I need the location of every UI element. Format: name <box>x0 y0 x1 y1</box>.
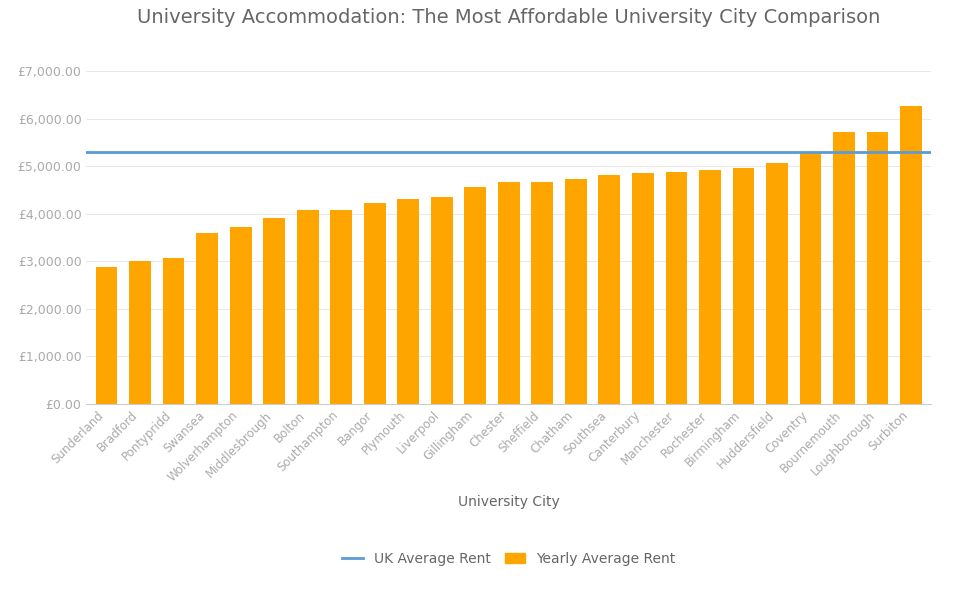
Bar <box>297 210 319 404</box>
Bar <box>330 210 352 404</box>
Bar <box>96 267 117 404</box>
Bar <box>130 261 151 404</box>
Bar <box>564 179 587 404</box>
Bar <box>196 233 218 404</box>
Bar <box>766 163 788 404</box>
Bar <box>229 227 252 404</box>
Bar <box>632 173 654 404</box>
Bar <box>498 182 519 404</box>
Title: University Accommodation: The Most Affordable University City Comparison: University Accommodation: The Most Affor… <box>137 8 880 27</box>
Bar <box>665 172 687 404</box>
Bar <box>364 203 386 404</box>
Bar <box>532 182 553 404</box>
Legend: UK Average Rent, Yearly Average Rent: UK Average Rent, Yearly Average Rent <box>336 546 682 571</box>
Bar <box>833 132 855 404</box>
Bar <box>800 152 822 404</box>
Bar <box>900 106 922 404</box>
Bar <box>732 168 755 404</box>
Bar <box>431 197 453 404</box>
Bar <box>598 175 620 404</box>
Bar <box>162 258 184 404</box>
Bar <box>263 217 285 404</box>
Bar <box>465 187 486 404</box>
Bar <box>397 198 420 404</box>
Bar <box>699 170 721 404</box>
X-axis label: University City: University City <box>458 495 560 509</box>
Bar <box>867 132 888 404</box>
